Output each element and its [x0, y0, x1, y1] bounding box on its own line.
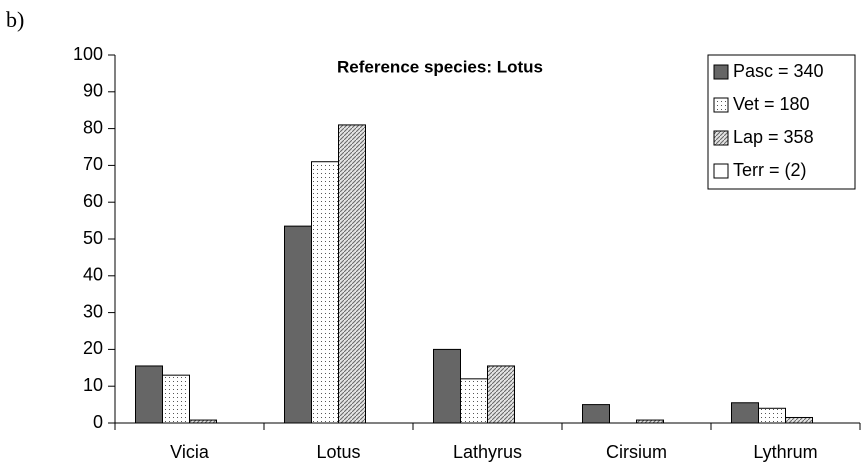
legend-box	[707, 54, 856, 190]
y-tick-label: 90	[83, 81, 103, 101]
bar	[311, 161, 339, 424]
bar	[731, 402, 759, 424]
y-tick-label: 80	[83, 117, 103, 137]
y-tick-label: 40	[83, 265, 103, 285]
bar	[785, 416, 813, 424]
bar	[135, 365, 163, 424]
panel-label: b)	[6, 7, 24, 32]
legend-label: Vet = 180	[733, 94, 810, 114]
bar	[582, 404, 610, 424]
y-tick-label: 60	[83, 191, 103, 211]
y-tick-label: 0	[93, 412, 103, 432]
x-tick-label: Lathyrus	[453, 442, 522, 462]
bar	[487, 365, 515, 424]
bar	[636, 419, 664, 424]
bar	[162, 374, 190, 424]
x-tick-label: Vicia	[170, 442, 210, 462]
y-tick-label: 30	[83, 301, 103, 321]
legend-swatch	[713, 64, 729, 80]
bar	[460, 378, 488, 424]
legend-label: Pasc = 340	[733, 61, 824, 81]
legend-label: Lap = 358	[733, 127, 814, 147]
bar	[433, 348, 461, 424]
y-tick-label: 50	[83, 228, 103, 248]
bar	[189, 419, 217, 424]
legend-swatch	[713, 163, 729, 179]
x-tick-label: Lythrum	[753, 442, 817, 462]
y-tick-label: 100	[73, 44, 103, 64]
y-tick-label: 20	[83, 338, 103, 358]
x-tick-label: Lotus	[316, 442, 360, 462]
legend-label: Terr = (2)	[733, 160, 807, 180]
chart-title: Reference species: Lotus	[337, 57, 543, 76]
bar	[338, 124, 366, 424]
legend-swatch	[713, 97, 729, 113]
legend-swatch	[713, 130, 729, 146]
y-tick-label: 70	[83, 154, 103, 174]
x-tick-label: Cirsium	[606, 442, 667, 462]
bar	[758, 407, 786, 424]
y-tick-label: 10	[83, 375, 103, 395]
bar	[284, 225, 312, 424]
